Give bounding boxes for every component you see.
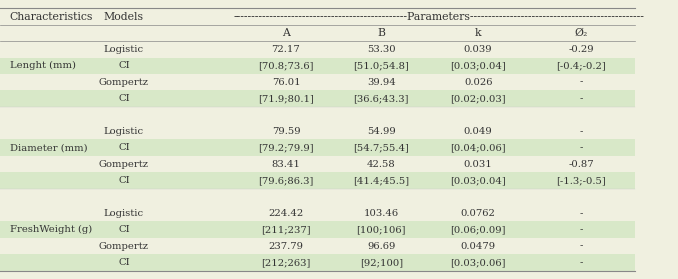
Text: -: - — [580, 143, 583, 152]
Text: 79.59: 79.59 — [272, 127, 300, 136]
Bar — [0, 222, 635, 238]
Text: [92;100]: [92;100] — [360, 258, 403, 267]
Text: ------------------------------------------------Parameters----------------------: ----------------------------------------… — [233, 11, 644, 21]
Text: [0.03;0.06]: [0.03;0.06] — [450, 258, 506, 267]
Text: k: k — [475, 28, 481, 38]
Text: 39.94: 39.94 — [367, 78, 396, 87]
Text: CI: CI — [118, 143, 129, 152]
Text: -: - — [580, 209, 583, 218]
Text: CI: CI — [118, 176, 129, 185]
Text: Gompertz: Gompertz — [99, 160, 149, 169]
Text: Logistic: Logistic — [104, 127, 144, 136]
Text: [41.4;45.5]: [41.4;45.5] — [353, 176, 410, 185]
Text: -: - — [580, 225, 583, 234]
Bar — [0, 41, 635, 57]
Text: [211;237]: [211;237] — [261, 225, 311, 234]
Text: Diameter (mm): Diameter (mm) — [9, 143, 87, 152]
Bar — [0, 90, 635, 107]
Text: [100;106]: [100;106] — [357, 225, 406, 234]
Text: [79.2;79.9]: [79.2;79.9] — [258, 143, 314, 152]
Text: [36.6;43.3]: [36.6;43.3] — [353, 94, 409, 103]
Text: 0.0762: 0.0762 — [461, 209, 496, 218]
Text: 96.69: 96.69 — [367, 242, 395, 251]
Text: 103.46: 103.46 — [363, 209, 399, 218]
Text: CI: CI — [118, 94, 129, 103]
Text: Ø₂: Ø₂ — [575, 28, 588, 38]
Text: B: B — [378, 28, 385, 38]
Text: -: - — [580, 242, 583, 251]
Text: 42.58: 42.58 — [367, 160, 396, 169]
Text: [70.8;73.6]: [70.8;73.6] — [258, 61, 314, 70]
Text: [0.03;0.04]: [0.03;0.04] — [450, 61, 506, 70]
Bar — [0, 205, 635, 222]
Bar — [0, 140, 635, 156]
Text: Lenght (mm): Lenght (mm) — [9, 61, 75, 70]
Text: [-1.3;-0.5]: [-1.3;-0.5] — [557, 176, 606, 185]
Text: 237.79: 237.79 — [268, 242, 304, 251]
Text: [0.02;0.03]: [0.02;0.03] — [450, 94, 506, 103]
Text: [0.03;0.04]: [0.03;0.04] — [450, 176, 506, 185]
Text: 0.0479: 0.0479 — [460, 242, 496, 251]
Text: 72.17: 72.17 — [272, 45, 300, 54]
Text: 0.031: 0.031 — [464, 160, 492, 169]
Text: 76.01: 76.01 — [272, 78, 300, 87]
Text: FreshWeight (g): FreshWeight (g) — [9, 225, 92, 234]
Text: [79.6;86.3]: [79.6;86.3] — [258, 176, 314, 185]
Text: 0.026: 0.026 — [464, 78, 492, 87]
Text: 0.039: 0.039 — [464, 45, 492, 54]
Text: 83.41: 83.41 — [271, 160, 300, 169]
Bar — [0, 254, 635, 271]
Text: -0.87: -0.87 — [569, 160, 594, 169]
Bar — [0, 8, 635, 25]
Text: [51.0;54.8]: [51.0;54.8] — [353, 61, 410, 70]
Text: -: - — [580, 94, 583, 103]
Text: [54.7;55.4]: [54.7;55.4] — [353, 143, 410, 152]
Text: [-0.4;-0.2]: [-0.4;-0.2] — [557, 61, 606, 70]
Bar — [0, 107, 635, 123]
Text: Gompertz: Gompertz — [99, 242, 149, 251]
Bar — [0, 238, 635, 254]
Text: -: - — [580, 78, 583, 87]
Text: Models: Models — [104, 11, 144, 21]
Text: Gompertz: Gompertz — [99, 78, 149, 87]
Bar — [0, 57, 635, 74]
Text: [0.06;0.09]: [0.06;0.09] — [450, 225, 506, 234]
Bar — [0, 172, 635, 189]
Text: Characteristics: Characteristics — [9, 11, 93, 21]
Text: Logistic: Logistic — [104, 45, 144, 54]
Text: A: A — [282, 28, 290, 38]
Text: 0.049: 0.049 — [464, 127, 492, 136]
Text: CI: CI — [118, 258, 129, 267]
Text: 54.99: 54.99 — [367, 127, 396, 136]
Text: -: - — [580, 127, 583, 136]
Text: 53.30: 53.30 — [367, 45, 395, 54]
Bar — [0, 74, 635, 90]
Bar — [0, 25, 635, 41]
Text: CI: CI — [118, 61, 129, 70]
Bar — [0, 156, 635, 172]
Text: -0.29: -0.29 — [569, 45, 594, 54]
Text: CI: CI — [118, 225, 129, 234]
Text: -: - — [580, 258, 583, 267]
Text: 224.42: 224.42 — [268, 209, 304, 218]
Bar — [0, 189, 635, 205]
Bar — [0, 123, 635, 140]
Text: [212;263]: [212;263] — [261, 258, 311, 267]
Text: [0.04;0.06]: [0.04;0.06] — [450, 143, 506, 152]
Text: [71.9;80.1]: [71.9;80.1] — [258, 94, 314, 103]
Text: Logistic: Logistic — [104, 209, 144, 218]
